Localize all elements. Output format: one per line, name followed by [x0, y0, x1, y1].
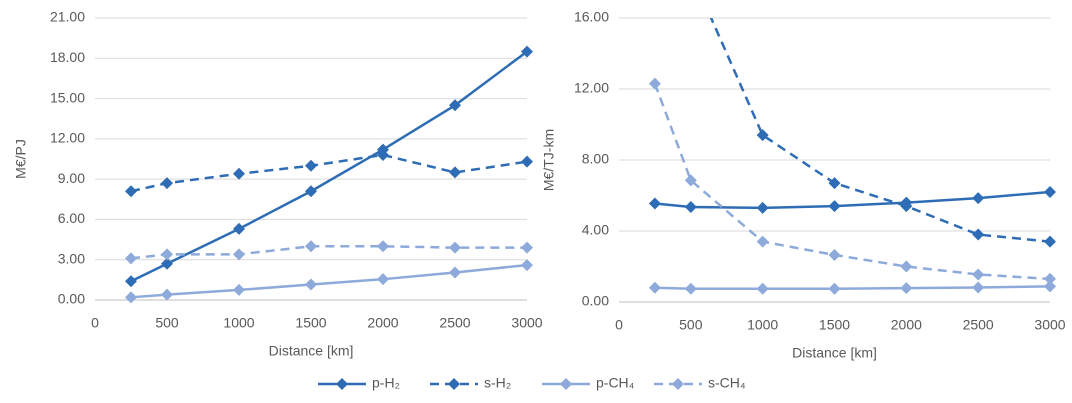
y-tick-label: 12.00 — [574, 80, 609, 96]
y-axis-title: M€/PJ — [13, 139, 29, 179]
y-tick-label: 18.00 — [50, 49, 85, 65]
x-tick-label: 1000 — [747, 317, 778, 333]
data-point — [521, 241, 533, 254]
data-point — [125, 252, 137, 265]
data-point — [684, 174, 697, 187]
x-tick-label: 3000 — [1034, 317, 1065, 333]
series-line — [130, 153, 528, 193]
data-point — [900, 200, 913, 213]
data-point — [125, 291, 137, 304]
data-point — [684, 282, 697, 295]
data-point — [161, 257, 173, 270]
data-point — [756, 129, 769, 142]
data-point — [900, 282, 913, 295]
data-point — [521, 259, 533, 272]
data-point — [828, 248, 841, 261]
y-tick-label: 0.00 — [58, 291, 85, 307]
data-point — [648, 197, 661, 210]
data-point — [125, 185, 137, 198]
x-tick-label: 500 — [679, 317, 703, 333]
data-point — [161, 177, 173, 190]
legend-label: s-CH₄ — [708, 375, 746, 391]
data-point — [449, 166, 461, 179]
y-tick-label: 9.00 — [58, 170, 85, 186]
data-point — [305, 278, 317, 291]
data-point — [449, 266, 461, 279]
legend-marker — [336, 378, 348, 390]
x-tick-label: 1500 — [295, 315, 326, 331]
data-point — [1044, 280, 1056, 293]
data-point — [125, 275, 137, 288]
data-point — [1044, 272, 1056, 285]
data-point — [828, 282, 841, 295]
data-point — [161, 248, 173, 261]
x-tick-label: 0 — [91, 315, 99, 331]
legend-label: p-H₂ — [372, 375, 400, 391]
series-line — [654, 190, 1051, 210]
series-line — [130, 263, 528, 299]
x-tick-label: 500 — [155, 315, 179, 331]
x-tick-label: 2000 — [891, 317, 922, 333]
data-point — [648, 281, 661, 294]
y-tick-label: 12.00 — [50, 130, 85, 146]
data-point — [756, 235, 769, 248]
x-tick-label: 2000 — [367, 315, 398, 331]
y-tick-label: 8.00 — [582, 151, 609, 167]
x-tick-label: 1500 — [819, 317, 850, 333]
data-point — [161, 288, 173, 301]
data-point — [1044, 185, 1056, 198]
data-point — [756, 201, 769, 214]
data-point — [233, 248, 245, 261]
data-point — [900, 260, 913, 273]
x-axis-title: Distance [km] — [792, 345, 877, 361]
data-point — [972, 281, 985, 294]
x-tick-label: 1000 — [223, 315, 254, 331]
y-tick-label: 3.00 — [58, 250, 85, 266]
plot-area — [648, 18, 1056, 295]
data-point — [305, 240, 317, 253]
legend-label: p-CH₄ — [596, 375, 635, 391]
legend-marker — [560, 378, 572, 390]
data-point — [305, 159, 317, 172]
series-line — [653, 83, 1051, 281]
data-point — [233, 167, 245, 180]
data-point — [1044, 235, 1056, 248]
y-tick-label: 15.00 — [50, 89, 85, 105]
series-line — [654, 285, 1051, 290]
data-point — [521, 155, 533, 168]
y-tick-label: 0.00 — [582, 293, 609, 309]
data-point — [377, 148, 389, 161]
data-point — [828, 177, 841, 190]
y-tick-label: 6.00 — [58, 210, 85, 226]
data-point — [377, 273, 389, 286]
data-point — [828, 200, 841, 213]
x-tick-label: 0 — [615, 317, 623, 333]
data-point — [972, 268, 985, 281]
data-point — [684, 201, 697, 214]
x-tick-label: 2500 — [439, 315, 470, 331]
legend-label: s-H₂ — [484, 375, 511, 391]
x-tick-label: 3000 — [511, 315, 542, 331]
x-tick-label: 2500 — [963, 317, 994, 333]
data-point — [972, 228, 985, 241]
data-point — [233, 222, 245, 235]
data-point — [756, 282, 769, 295]
data-point — [449, 241, 461, 254]
legend-marker — [672, 378, 684, 390]
data-point — [377, 240, 389, 253]
y-axis-title: M€/TJ-km — [541, 129, 557, 191]
plot-area — [125, 45, 533, 304]
y-tick-label: 21.00 — [50, 9, 85, 25]
x-axis-title: Distance [km] — [269, 343, 354, 359]
legend-marker — [448, 378, 460, 390]
data-point — [305, 185, 317, 198]
data-point — [449, 99, 461, 112]
data-point — [972, 192, 985, 205]
y-tick-label: 4.00 — [582, 222, 609, 238]
y-tick-label: 16.00 — [574, 9, 609, 25]
data-point — [648, 77, 661, 90]
data-point — [521, 45, 533, 58]
data-point — [233, 283, 245, 296]
